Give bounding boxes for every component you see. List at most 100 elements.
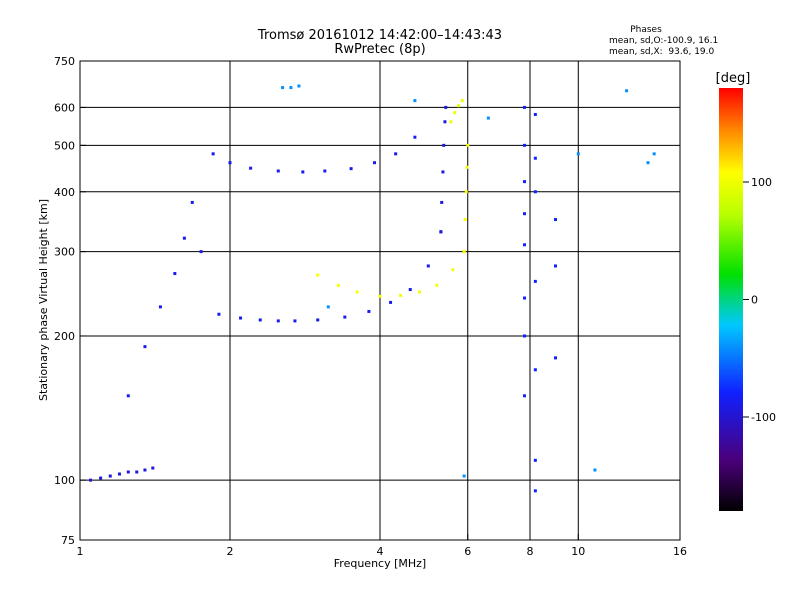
y-tick-label: 400: [54, 186, 75, 199]
y-tick-label: 600: [54, 101, 75, 114]
data-point: [523, 296, 527, 300]
data-point: [276, 169, 280, 173]
x-tick-label: 8: [527, 545, 534, 558]
x-tick-label: 1: [77, 545, 84, 558]
data-points: [89, 84, 656, 493]
x-tick-label: 16: [673, 545, 687, 558]
data-point: [523, 212, 527, 216]
data-point: [553, 218, 557, 222]
data-point: [533, 279, 537, 283]
data-point: [173, 272, 177, 276]
data-point: [126, 470, 130, 474]
data-point: [449, 120, 453, 124]
data-point: [426, 264, 430, 268]
data-point: [301, 170, 305, 174]
data-point: [465, 165, 469, 169]
x-tick-label: 6: [464, 545, 471, 558]
data-point: [523, 180, 527, 184]
data-point: [108, 474, 112, 478]
colorbar: [719, 88, 743, 511]
y-tick-label: 500: [54, 139, 75, 152]
colorbar-label: [deg]: [716, 71, 751, 86]
y-tick-label: 100: [54, 474, 75, 487]
data-point: [625, 89, 629, 93]
data-point: [408, 288, 412, 292]
data-point: [316, 318, 320, 322]
x-axis-label: Frequency [MHz]: [334, 557, 426, 570]
y-tick-label: 300: [54, 246, 75, 259]
data-point: [182, 236, 186, 240]
data-point: [367, 309, 371, 313]
data-point: [249, 166, 253, 170]
data-point: [451, 268, 455, 272]
colorbar-tick-label: -100: [751, 411, 776, 424]
data-point: [158, 305, 162, 309]
data-point: [117, 472, 121, 476]
colorbar-tick-label: 0: [751, 294, 758, 307]
data-point: [439, 230, 443, 234]
data-point: [199, 250, 203, 254]
data-point: [394, 152, 398, 156]
data-point: [463, 218, 467, 222]
data-point: [441, 170, 445, 174]
chart-subtitle: RwPretec (8p): [334, 42, 425, 57]
colorbar-tick-label: 100: [751, 176, 772, 189]
data-point: [453, 111, 457, 115]
data-point: [553, 264, 557, 268]
data-point: [316, 273, 320, 277]
data-point: [464, 190, 468, 194]
data-point: [293, 319, 297, 323]
data-point: [239, 316, 243, 320]
y-axis-ticks: 75 100 200 300 400 500 600 750: [54, 55, 86, 547]
stats-line-x: mean, sd,X: 93.6, 19.0: [609, 47, 715, 57]
data-point: [442, 143, 446, 147]
data-point: [355, 290, 359, 294]
data-point: [462, 250, 466, 254]
data-point: [323, 169, 327, 173]
x-axis-ticks: 1 2 4 6 8 10 16: [77, 534, 687, 558]
data-point: [297, 84, 301, 88]
data-point: [486, 116, 490, 120]
data-point: [228, 161, 232, 165]
data-point: [143, 468, 147, 472]
data-point: [151, 466, 155, 470]
y-axis-label: Stationary phase Virtual Height [km]: [37, 199, 50, 401]
data-point: [389, 300, 393, 304]
data-point: [99, 476, 103, 480]
stats-heading: Phases: [630, 25, 662, 35]
data-point: [258, 318, 262, 322]
data-point: [349, 167, 353, 171]
data-point: [646, 161, 650, 165]
stats-line-o: mean, sd,O:-100.9, 16.1: [609, 36, 718, 46]
data-point: [378, 294, 382, 298]
data-point: [553, 356, 557, 360]
chart-title: Tromsø 20161012 14:42:00–14:43:43: [257, 28, 502, 43]
data-point: [460, 99, 464, 103]
y-tick-label: 750: [54, 55, 75, 68]
data-point: [135, 470, 139, 474]
data-point: [523, 243, 527, 247]
data-point: [413, 135, 417, 139]
data-point: [440, 200, 444, 204]
data-point: [343, 315, 347, 319]
data-point: [190, 200, 194, 204]
data-point: [126, 394, 130, 398]
data-point: [289, 86, 293, 90]
x-tick-label: 10: [571, 545, 585, 558]
data-point: [217, 312, 221, 316]
data-point: [373, 161, 377, 165]
colorbar-ticks: 100 0 -100: [743, 176, 776, 424]
y-tick-label: 75: [61, 534, 75, 547]
grid-lines: [80, 61, 680, 540]
data-point: [523, 105, 527, 109]
data-point: [417, 290, 421, 294]
data-point: [281, 86, 285, 90]
data-point: [276, 319, 280, 323]
data-point: [336, 283, 340, 287]
data-point: [326, 305, 330, 309]
data-point: [533, 489, 537, 493]
data-point: [652, 152, 656, 156]
data-point: [211, 152, 215, 156]
data-point: [533, 368, 537, 372]
data-point: [593, 468, 597, 472]
